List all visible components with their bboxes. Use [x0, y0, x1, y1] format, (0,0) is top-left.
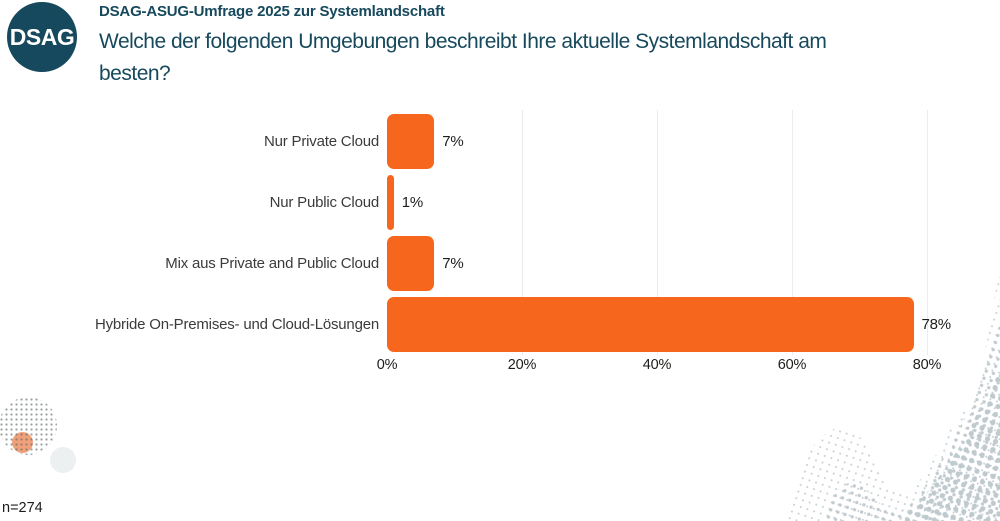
sample-size: n=274	[2, 500, 43, 516]
category-label: Nur Public Cloud	[269, 194, 380, 211]
bar	[387, 297, 914, 352]
decoration-dot-circle	[0, 397, 57, 455]
gridline	[522, 110, 523, 355]
x-tick-label: 80%	[912, 357, 942, 373]
dsag-logo-text: DSAG	[9, 23, 75, 50]
gridline	[657, 110, 658, 355]
gridline	[927, 110, 928, 355]
category-label: Nur Private Cloud	[264, 133, 379, 150]
page-title: Welche der folgenden Umgebungen beschrei…	[99, 30, 827, 85]
value-label: 7%	[442, 255, 464, 272]
decoration-halftone-wave	[787, 274, 1000, 521]
category-label: Mix aus Private and Public Cloud	[165, 255, 379, 272]
x-tick-label: 60%	[777, 357, 807, 373]
value-label: 1%	[401, 194, 424, 211]
bar	[387, 236, 435, 291]
survey-kicker: DSAG-ASUG-Umfrage 2025 zur Systemlandsch…	[99, 3, 445, 20]
bar	[387, 175, 394, 230]
value-label: 7%	[442, 133, 464, 150]
gridline	[792, 110, 793, 355]
x-tick-label: 20%	[507, 357, 537, 373]
bar	[387, 114, 435, 169]
dsag-logo: DSAG	[7, 2, 77, 72]
value-label: 78%	[921, 316, 952, 333]
x-tick-label: 40%	[642, 357, 672, 373]
decoration-gray-circle	[50, 447, 76, 473]
category-label: Hybride On-Premises- und Cloud-Lösungen	[94, 316, 379, 333]
x-tick-label: 0%	[376, 357, 398, 373]
